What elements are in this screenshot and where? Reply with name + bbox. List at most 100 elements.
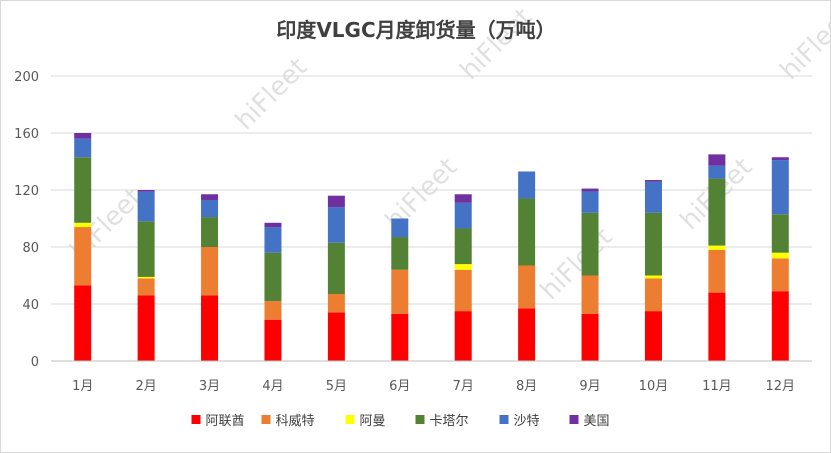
bar-segment (771, 258, 789, 292)
bar-segment (327, 207, 345, 243)
bar-segment (137, 191, 155, 222)
bar-segment (201, 217, 219, 247)
y-tick-label: 200 (14, 70, 39, 85)
bar-segment (264, 227, 282, 253)
watermark-text: hiFleet (230, 52, 313, 135)
bar-segment (327, 294, 345, 313)
bar-segment (391, 237, 409, 270)
legend-label: 阿曼 (360, 414, 386, 429)
bar-segment (708, 245, 726, 250)
bar-segment (391, 269, 409, 314)
watermark-text: hiFleet (535, 222, 618, 305)
bar-segment (74, 227, 92, 286)
bar-segment (454, 228, 472, 265)
x-tick-label: 6月 (389, 379, 410, 394)
bar-segment (771, 252, 789, 259)
bar-segment (264, 319, 282, 361)
legend: 阿联酋 科威特 阿曼 卡塔尔 沙特 美国 (191, 413, 610, 429)
bar-segment (708, 165, 726, 179)
legend-swatch (191, 415, 201, 424)
bar-segment (708, 292, 726, 361)
bar-segment (518, 198, 536, 266)
bar-segment (327, 312, 345, 361)
bar-segment (581, 313, 599, 361)
bar-segment (454, 264, 472, 270)
bar-segment (644, 275, 662, 279)
legend-label: 阿联酋 (206, 413, 245, 429)
bar-segment (771, 157, 789, 161)
legend-label: 科威特 (276, 414, 315, 429)
bar-segment (708, 154, 726, 166)
bar-segment (137, 295, 155, 361)
bar-segment (454, 202, 472, 229)
legend-label: 沙特 (514, 414, 540, 429)
bar-segment (74, 133, 92, 139)
bar-segment (454, 311, 472, 361)
bar-segment (581, 212, 599, 276)
x-tick-label: 7月 (453, 379, 474, 394)
bar-segment (137, 221, 155, 277)
bar-segment (771, 160, 789, 215)
bar-segment (74, 157, 92, 223)
bar-segment (771, 291, 789, 361)
bar-segment (644, 311, 662, 361)
bar-segment (581, 191, 599, 213)
bar-segment (518, 308, 536, 361)
legend-label: 美国 (584, 414, 610, 429)
x-tick-label: 3月 (199, 379, 220, 394)
x-tick-label: 4月 (262, 379, 283, 394)
y-tick-label: 40 (22, 298, 39, 313)
bar-segment (264, 301, 282, 320)
bars (74, 133, 789, 361)
bar-segment (518, 171, 536, 199)
y-tick-label: 160 (14, 127, 39, 142)
y-tick-label: 120 (14, 184, 39, 199)
bar-segment (644, 181, 662, 213)
chart-title: 印度VLGC月度卸货量（万吨） (276, 18, 555, 42)
legend-swatch (345, 415, 355, 424)
x-tick-label: 8月 (516, 379, 537, 394)
bar-segment (454, 269, 472, 312)
bar-segment (391, 218, 409, 238)
x-tick-label: 5月 (326, 379, 347, 394)
watermark-text: hiFleet (775, 2, 830, 85)
x-tick-label: 11月 (702, 379, 732, 394)
bar-segment (644, 180, 662, 182)
legend-label: 卡塔尔 (430, 414, 469, 429)
bar-segment (137, 190, 155, 192)
x-tick-label: 12月 (766, 379, 796, 394)
bar-segment (74, 285, 92, 361)
bar-segment (454, 194, 472, 203)
bar-segment (201, 295, 219, 361)
bar-segment (201, 247, 219, 296)
y-axis: 0 40 80 120 160 200 (14, 70, 39, 370)
bar-segment (74, 222, 92, 228)
x-tick-label: 10月 (639, 379, 669, 394)
watermark-text: hiFleet (455, 2, 538, 85)
bar-segment (137, 278, 155, 296)
bar-segment (201, 199, 219, 218)
bar-segment (644, 212, 662, 276)
legend-swatch (499, 415, 509, 424)
bar-segment (581, 188, 599, 192)
x-tick-label: 2月 (135, 379, 156, 394)
bar-segment (708, 178, 726, 246)
bar-segment (264, 222, 282, 228)
x-tick-label: 9月 (579, 379, 600, 394)
legend-swatch (261, 415, 271, 424)
legend-swatch (569, 415, 579, 424)
bar-segment (391, 313, 409, 361)
x-tick-label: 1月 (72, 379, 93, 394)
bar-segment (708, 249, 726, 293)
bar-segment (518, 265, 536, 309)
legend-swatch (415, 415, 425, 424)
x-axis: 1月 2月 3月 4月 5月 6月 7月 8月 9月 10月 11月 12月 (51, 360, 812, 394)
y-tick-label: 0 (31, 355, 39, 370)
bar-segment (581, 275, 599, 314)
bar-segment (74, 138, 92, 158)
bar-segment (644, 278, 662, 312)
bar-segment (327, 242, 345, 295)
bar-segment (137, 276, 155, 279)
bar-segment (327, 195, 345, 208)
